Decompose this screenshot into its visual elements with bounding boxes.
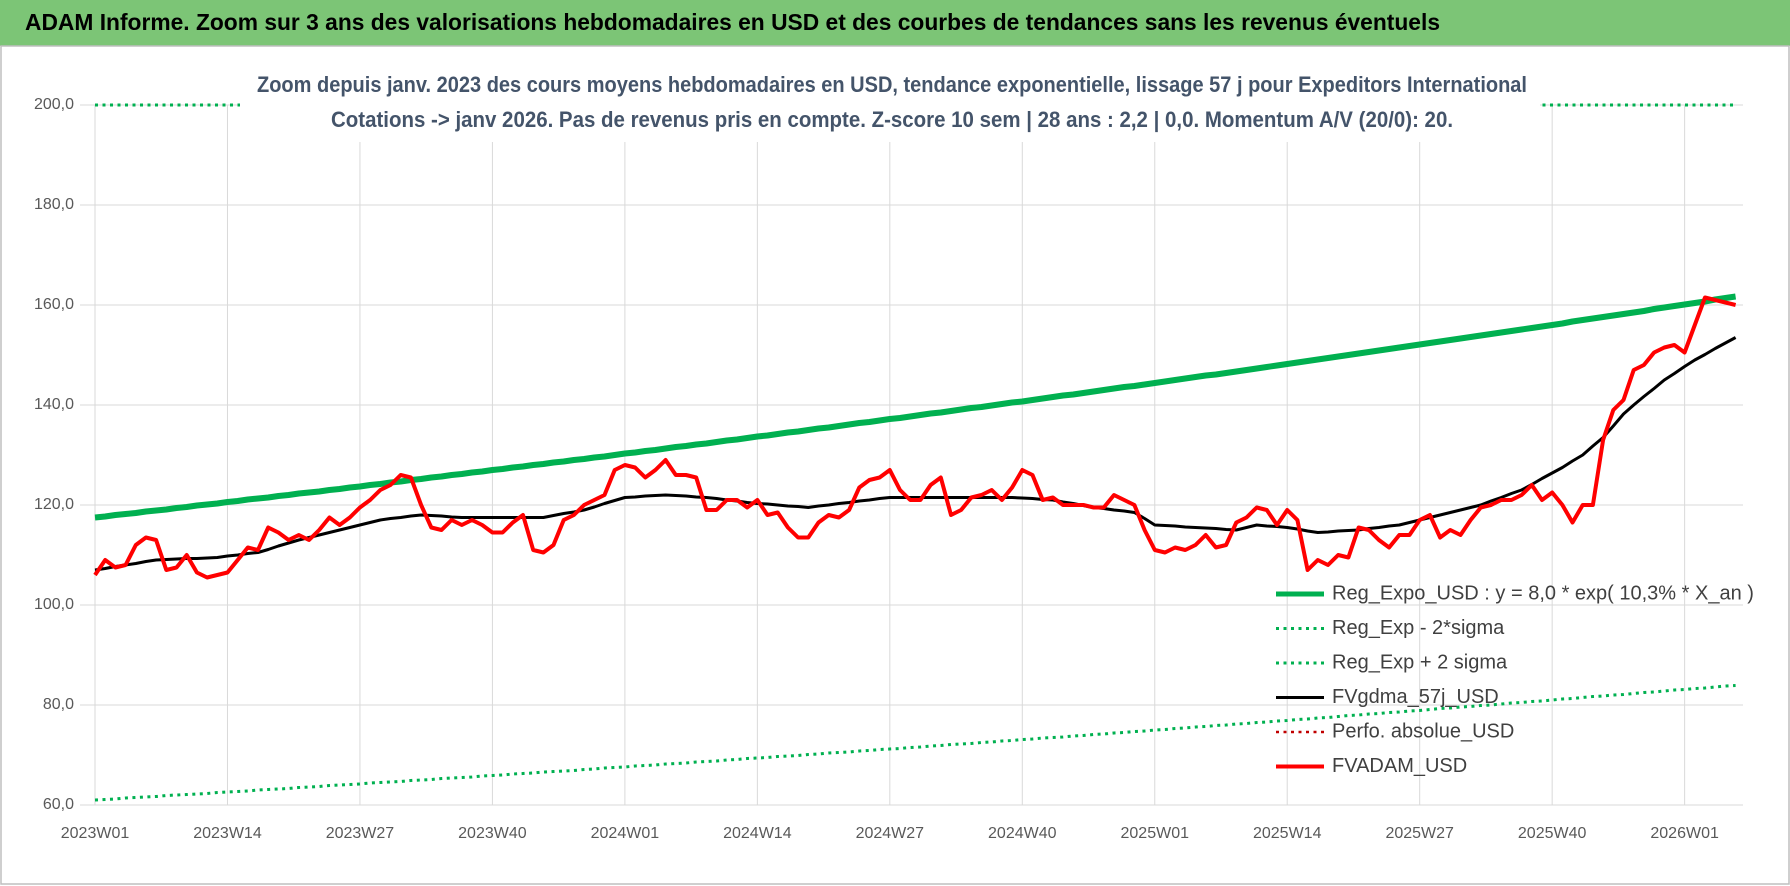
- y-tick-label: 120,0: [34, 496, 74, 513]
- y-tick-label: 140,0: [34, 396, 74, 413]
- legend-label: Perfo. absolue_USD: [1332, 720, 1514, 742]
- chart-subtitle: Zoom depuis janv. 2023 des cours moyens …: [257, 72, 1527, 97]
- legend-label: Reg_Expo_USD : y = 8,0 * exp( 10,3% * X_…: [1332, 582, 1754, 604]
- x-tick-label: 2023W40: [458, 825, 527, 842]
- x-tick-label: 2023W27: [326, 825, 395, 842]
- x-tick-label: 2024W40: [988, 825, 1057, 842]
- x-tick-label: 2023W14: [193, 825, 262, 842]
- x-tick-label: 2026W01: [1650, 825, 1719, 842]
- y-tick-label: 200,0: [34, 96, 74, 113]
- legend-label: FVgdma_57j_USD: [1332, 686, 1499, 708]
- legend-label: Reg_Exp + 2 sigma: [1332, 651, 1508, 673]
- x-tick-label: 2025W40: [1518, 825, 1587, 842]
- x-tick-label: 2024W14: [723, 825, 792, 842]
- legend-label: Reg_Exp - 2*sigma: [1332, 617, 1505, 639]
- chart-subtitle: Cotations -> janv 2026. Pas de revenus p…: [331, 107, 1453, 132]
- x-tick-label: 2025W01: [1121, 825, 1190, 842]
- x-tick-label: 2025W14: [1253, 825, 1322, 842]
- y-tick-label: 100,0: [34, 596, 74, 613]
- legend-label: FVADAM_USD: [1332, 755, 1467, 777]
- x-tick-label: 2024W27: [856, 825, 925, 842]
- header-bar: [0, 0, 1790, 46]
- series-line: [94, 293, 1737, 521]
- subtitle-background: [240, 68, 1540, 142]
- x-tick-label: 2025W27: [1385, 825, 1454, 842]
- chart-frame: [0, 45, 1790, 885]
- y-tick-label: 80,0: [43, 696, 74, 713]
- y-tick-label: 60,0: [43, 796, 74, 813]
- page-title: ADAM Informe. Zoom sur 3 ans des valoris…: [25, 9, 1440, 35]
- series-line: [93, 295, 1737, 580]
- series-line: [94, 336, 1737, 572]
- x-tick-label: 2023W01: [61, 825, 130, 842]
- y-tick-label: 180,0: [34, 196, 74, 213]
- x-tick-label: 2024W01: [591, 825, 660, 842]
- legend: Reg_Expo_USD : y = 8,0 * exp( 10,3% * X_…: [1276, 582, 1754, 777]
- y-tick-label: 160,0: [34, 296, 74, 313]
